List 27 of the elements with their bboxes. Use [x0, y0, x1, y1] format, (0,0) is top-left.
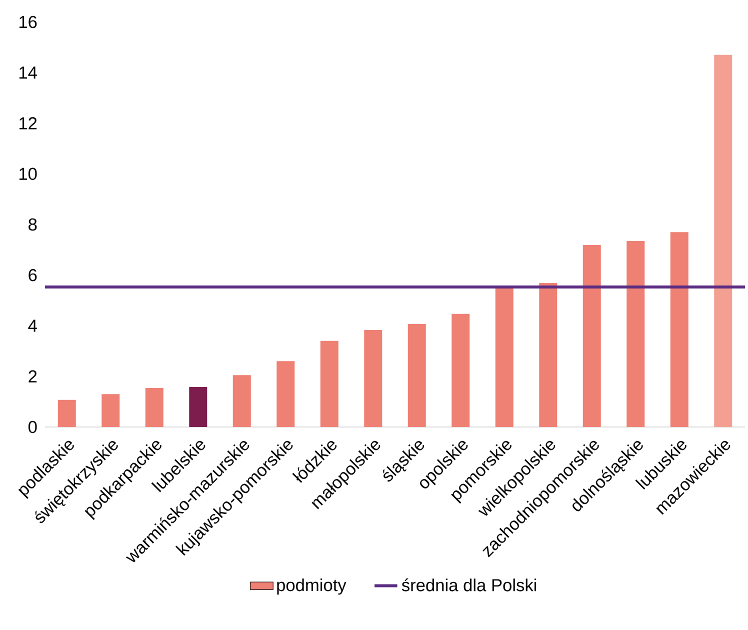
bar	[539, 282, 558, 427]
bar	[452, 314, 470, 427]
y-tick-label: 8	[28, 218, 37, 231]
bar	[189, 386, 208, 427]
bar	[276, 361, 295, 427]
y-tick-label: 10	[19, 168, 37, 180]
bar	[582, 244, 601, 427]
bar	[495, 288, 514, 427]
legend-label: podmioty	[277, 578, 346, 595]
bar	[102, 394, 120, 427]
bar	[58, 400, 76, 427]
bar	[364, 330, 382, 427]
y-tick-label: 6	[28, 268, 37, 282]
bar	[145, 388, 164, 427]
bar	[626, 240, 645, 427]
bar	[320, 340, 338, 427]
y-tick-label: 4	[28, 320, 37, 332]
bar	[408, 324, 426, 427]
bar	[232, 375, 251, 427]
y-tick-label: 12	[19, 117, 37, 130]
y-tick-label: 14	[19, 66, 37, 79]
bar	[670, 232, 688, 427]
y-tick-label: 0	[28, 420, 37, 434]
legend-label: średnia dla Polski	[402, 578, 536, 592]
bar	[714, 54, 732, 427]
y-tick-label: 2	[28, 370, 37, 382]
y-tick-label: 16	[19, 16, 37, 28]
